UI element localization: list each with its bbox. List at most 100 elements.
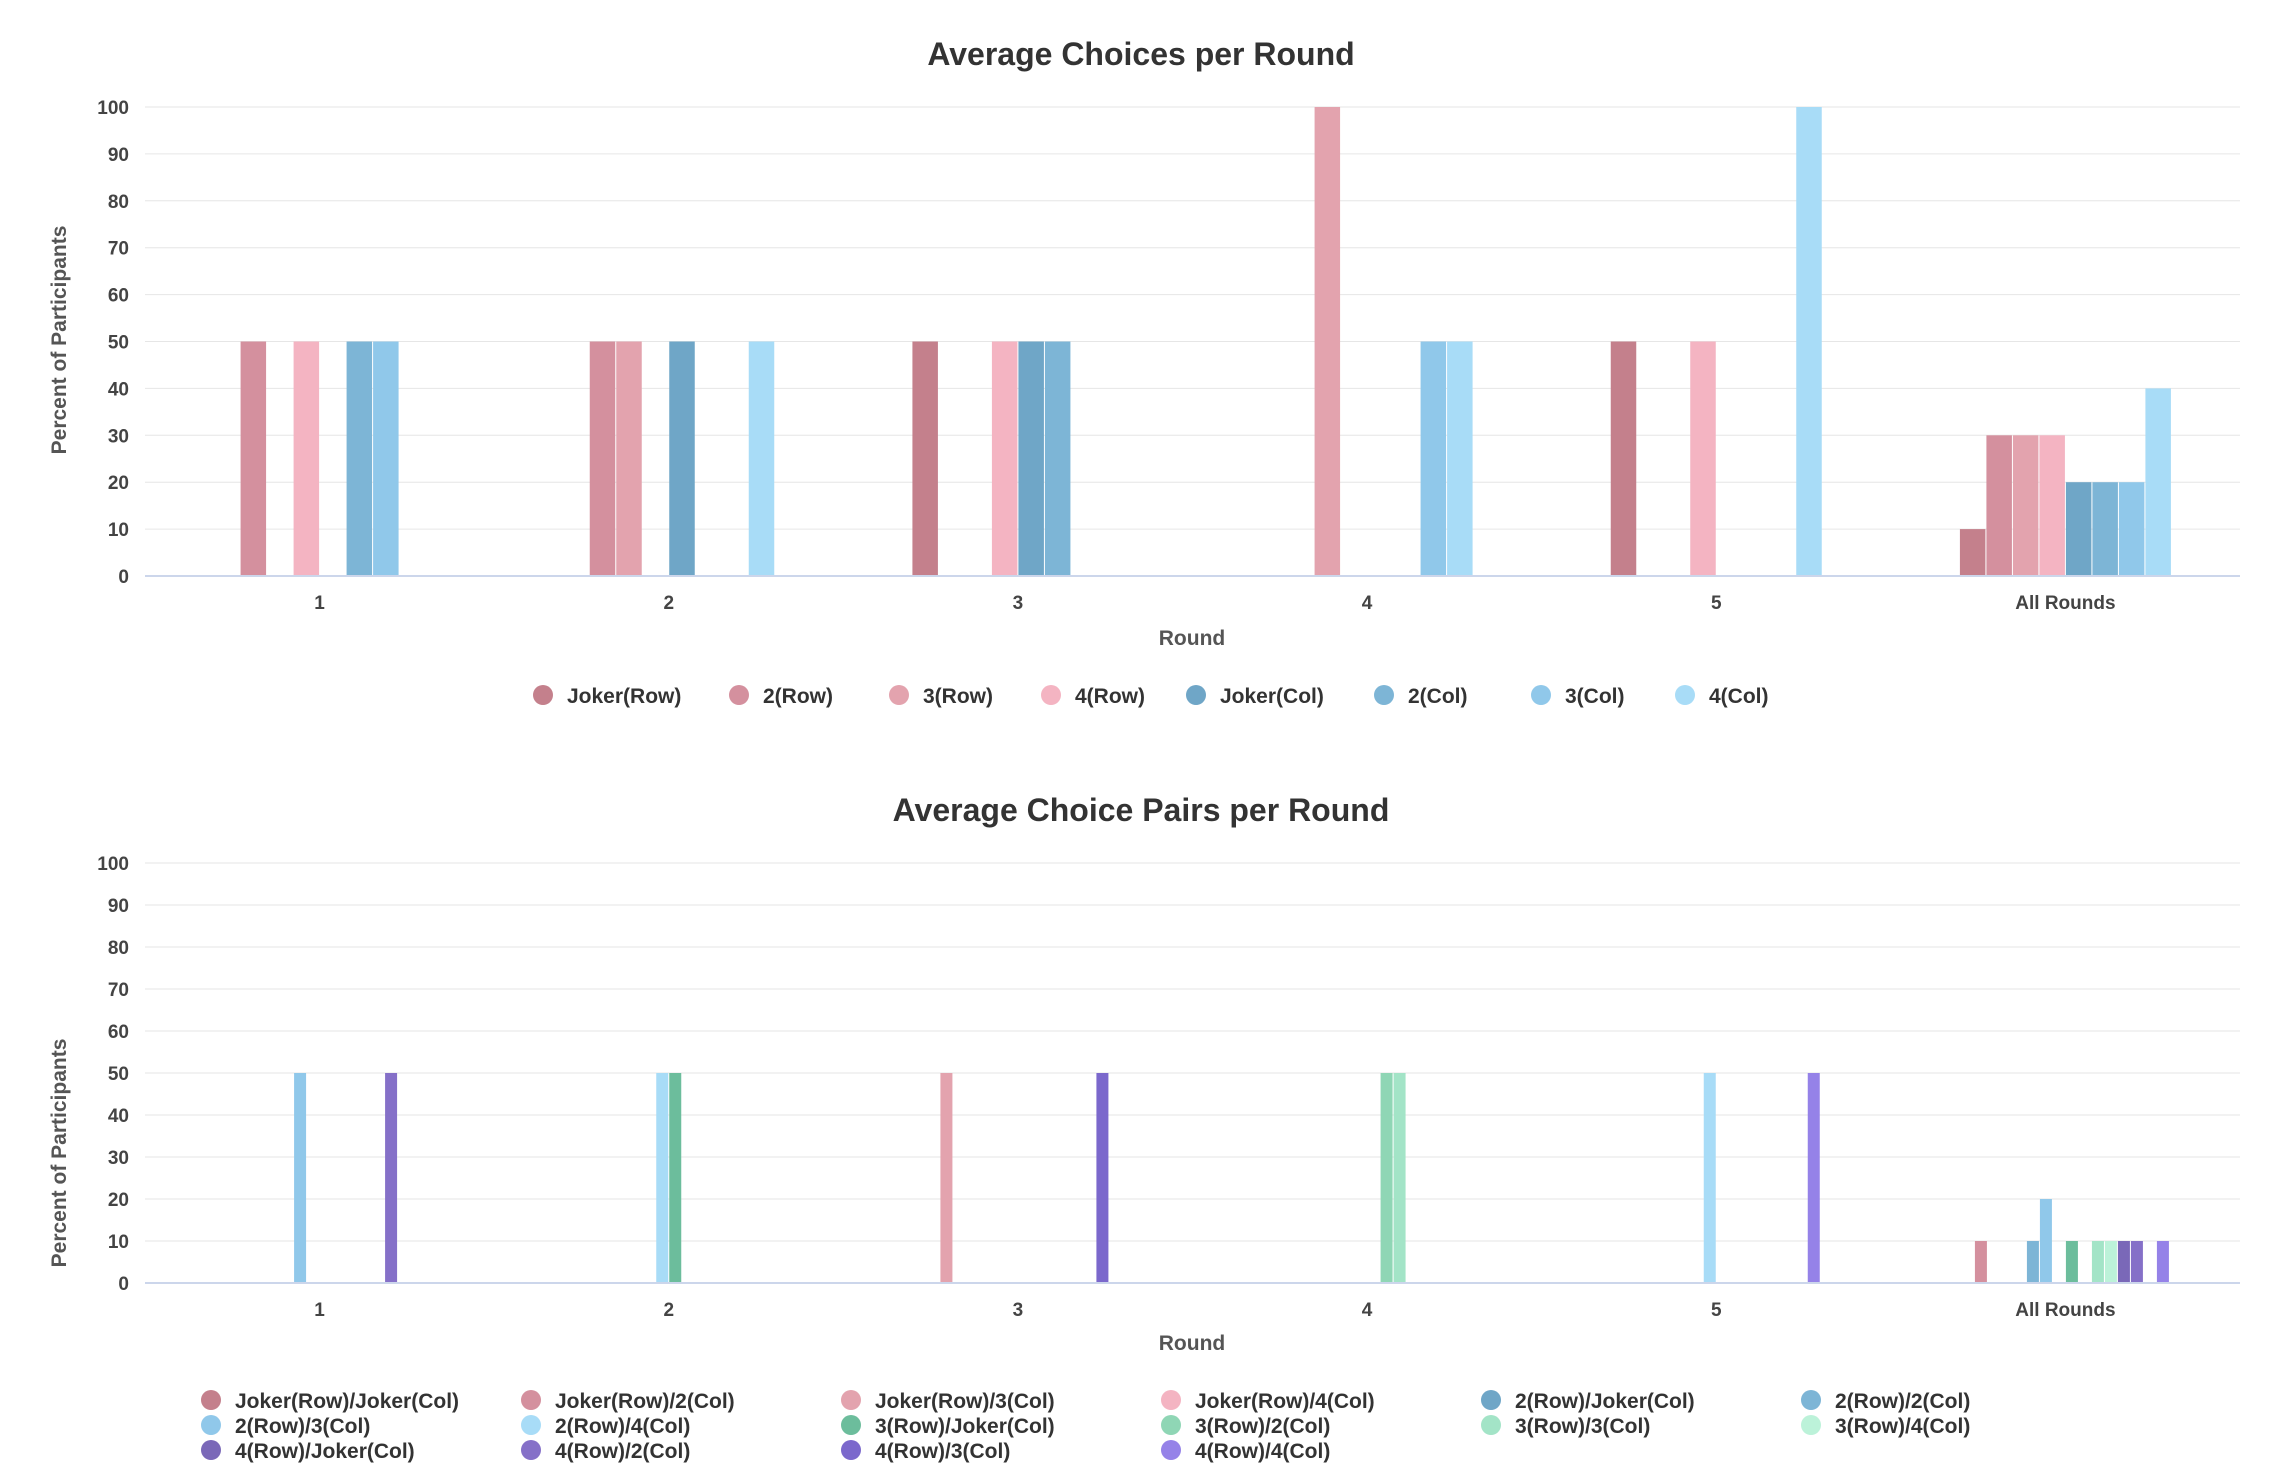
legend-item-3-row-4-col[interactable]: 3(Row)/4(Col) xyxy=(1801,1415,1970,1438)
bar-3-row-round-4[interactable] xyxy=(1314,107,1341,576)
legend-item-joker-row-joker-col[interactable]: Joker(Row)/Joker(Col) xyxy=(201,1390,459,1413)
bar-4-row-3-col-round-3[interactable] xyxy=(1096,1073,1109,1283)
legend-marker xyxy=(201,1415,221,1435)
legend-marker xyxy=(1374,685,1394,705)
bar-joker-row-round-3[interactable] xyxy=(912,341,938,577)
bar-2-col-round-3[interactable] xyxy=(1044,341,1071,577)
legend-marker xyxy=(201,1440,221,1460)
x-axis-label: Round xyxy=(1159,627,1225,650)
bar-2-row-4-col-round-2[interactable] xyxy=(656,1073,669,1283)
y-tick-label: 10 xyxy=(108,1232,129,1253)
legend-label: 4(Row)/Joker(Col) xyxy=(235,1440,415,1463)
legend-label: 4(Col) xyxy=(1709,685,1769,708)
legend-item-3-col[interactable]: 3(Col) xyxy=(1531,685,1625,708)
bar-2-row-round-all-rounds[interactable] xyxy=(1986,435,2012,576)
legend-label: 4(Row)/2(Col) xyxy=(555,1440,690,1463)
bar-4-row-round-all-rounds[interactable] xyxy=(2039,435,2065,576)
legend-item-joker-row-2-col[interactable]: Joker(Row)/2(Col) xyxy=(521,1390,735,1413)
bar-3-row-joker-col-round-2[interactable] xyxy=(669,1073,682,1283)
bar-3-row-3-col-round-all-rounds[interactable] xyxy=(2091,1241,2104,1283)
legend-item-2-row-4-col[interactable]: 2(Row)/4(Col) xyxy=(521,1415,690,1438)
bar-4-row-round-5[interactable] xyxy=(1690,341,1716,577)
bar-4-row-round-3[interactable] xyxy=(991,341,1018,577)
bar-joker-row-round-5[interactable] xyxy=(1610,341,1637,577)
legend-label: Joker(Row)/3(Col) xyxy=(875,1390,1055,1413)
legend-item-4-row-joker-col[interactable]: 4(Row)/Joker(Col) xyxy=(201,1440,415,1463)
x-tick-label: 4 xyxy=(1362,593,1373,614)
legend-item-2-row-joker-col[interactable]: 2(Row)/Joker(Col) xyxy=(1481,1390,1695,1413)
legend-item-3-row-joker-col[interactable]: 3(Row)/Joker(Col) xyxy=(841,1415,1055,1438)
bar-4-col-round-4[interactable] xyxy=(1447,341,1473,577)
legend-item-joker-row-3-col[interactable]: Joker(Row)/3(Col) xyxy=(841,1390,1055,1413)
legend-item-2-row-3-col[interactable]: 2(Row)/3(Col) xyxy=(201,1415,370,1438)
legend-item-4-row-3-col[interactable]: 4(Row)/3(Col) xyxy=(841,1440,1010,1463)
legend-item-joker-row-4-col[interactable]: Joker(Row)/4(Col) xyxy=(1161,1390,1375,1413)
bar-2-row-round-2[interactable] xyxy=(589,341,616,577)
legend-item-4-col[interactable]: 4(Col) xyxy=(1675,685,1769,708)
bar-3-row-round-all-rounds[interactable] xyxy=(2012,435,2039,576)
legend-label: 4(Row) xyxy=(1075,685,1145,708)
legend-item-2-row-2-col[interactable]: 2(Row)/2(Col) xyxy=(1801,1390,1970,1413)
y-tick-label: 50 xyxy=(108,1064,129,1085)
legend-item-2-col[interactable]: 2(Col) xyxy=(1374,685,1468,708)
legend-marker xyxy=(1675,685,1695,705)
bar-3-col-round-all-rounds[interactable] xyxy=(2118,482,2145,576)
bar-joker-row-3-col-round-3[interactable] xyxy=(940,1073,953,1283)
bar-4-col-round-2[interactable] xyxy=(748,341,775,577)
bar-3-row-4-col-round-all-rounds[interactable] xyxy=(2104,1241,2117,1283)
legend-marker xyxy=(729,685,749,705)
x-axis-label: Round xyxy=(1159,1332,1225,1355)
bar-2-row-3-col-round-1[interactable] xyxy=(294,1073,307,1283)
y-tick-label: 20 xyxy=(108,473,129,494)
bar-3-row-3-col-round-4[interactable] xyxy=(1393,1073,1406,1283)
legend-item-3-row-3-col[interactable]: 3(Row)/3(Col) xyxy=(1481,1415,1650,1438)
bar-2-row-2-col-round-all-rounds[interactable] xyxy=(2026,1241,2039,1283)
bar-2-row-3-col-round-all-rounds[interactable] xyxy=(2039,1199,2052,1283)
legend-item-3-row[interactable]: 3(Row) xyxy=(889,685,993,708)
legend-marker xyxy=(521,1415,541,1435)
legend-item-joker-col[interactable]: Joker(Col) xyxy=(1186,685,1324,708)
bar-4-row-2-col-round-all-rounds[interactable] xyxy=(2130,1241,2143,1283)
y-tick-label: 90 xyxy=(108,896,129,917)
bar-2-row-4-col-round-5[interactable] xyxy=(1703,1073,1716,1283)
bar-joker-row-2-col-round-all-rounds[interactable] xyxy=(1974,1241,1987,1283)
legend-item-4-row-2-col[interactable]: 4(Row)/2(Col) xyxy=(521,1440,690,1463)
bar-4-col-round-all-rounds[interactable] xyxy=(2145,388,2171,576)
bar-2-row-round-1[interactable] xyxy=(240,341,267,577)
bar-3-row-round-2[interactable] xyxy=(616,341,642,577)
legend-marker xyxy=(1041,685,1061,705)
legend-item-joker-row[interactable]: Joker(Row) xyxy=(533,685,681,708)
bar-4-col-round-5[interactable] xyxy=(1796,107,1822,576)
bar-4-row-joker-col-round-all-rounds[interactable] xyxy=(2117,1241,2130,1283)
bar-3-row-2-col-round-4[interactable] xyxy=(1380,1073,1393,1283)
y-tick-label: 90 xyxy=(108,145,129,166)
legend-item-3-row-2-col[interactable]: 3(Row)/2(Col) xyxy=(1161,1415,1330,1438)
y-tick-label: 40 xyxy=(108,379,129,400)
legend-item-4-row[interactable]: 4(Row) xyxy=(1041,685,1145,708)
y-tick-label: 40 xyxy=(108,1106,129,1127)
legend-label: 3(Col) xyxy=(1565,685,1625,708)
legend-marker xyxy=(1186,685,1206,705)
y-tick-label: 60 xyxy=(108,286,129,307)
bar-joker-row-round-all-rounds[interactable] xyxy=(1959,529,1986,576)
legend-item-4-row-4-col[interactable]: 4(Row)/4(Col) xyxy=(1161,1440,1330,1463)
bar-2-col-round-1[interactable] xyxy=(346,341,373,577)
bar-joker-col-round-3[interactable] xyxy=(1018,341,1044,577)
bar-joker-col-round-2[interactable] xyxy=(669,341,695,577)
bar-4-row-round-1[interactable] xyxy=(293,341,320,577)
bar-2-col-round-all-rounds[interactable] xyxy=(2092,482,2118,576)
legend: Joker(Row)/Joker(Col) Joker(Row)/2(Col) Jo… xyxy=(201,1390,1970,1463)
bar-4-row-2-col-round-1[interactable] xyxy=(385,1073,398,1283)
y-tick-label: 80 xyxy=(108,938,129,959)
y-tick-label: 70 xyxy=(108,239,129,260)
legend-item-2-row[interactable]: 2(Row) xyxy=(729,685,833,708)
bar-3-col-round-1[interactable] xyxy=(373,341,399,577)
legend-marker xyxy=(1161,1440,1181,1460)
bar-4-row-4-col-round-all-rounds[interactable] xyxy=(2156,1241,2169,1283)
chart-title: Average Choice Pairs per Round xyxy=(893,792,1390,828)
bar-3-row-joker-col-round-all-rounds[interactable] xyxy=(2065,1241,2078,1283)
bar-3-col-round-4[interactable] xyxy=(1420,341,1447,577)
bar-joker-col-round-all-rounds[interactable] xyxy=(2065,482,2092,576)
bar-4-row-4-col-round-5[interactable] xyxy=(1807,1073,1820,1283)
chart-title: Average Choices per Round xyxy=(927,36,1354,72)
